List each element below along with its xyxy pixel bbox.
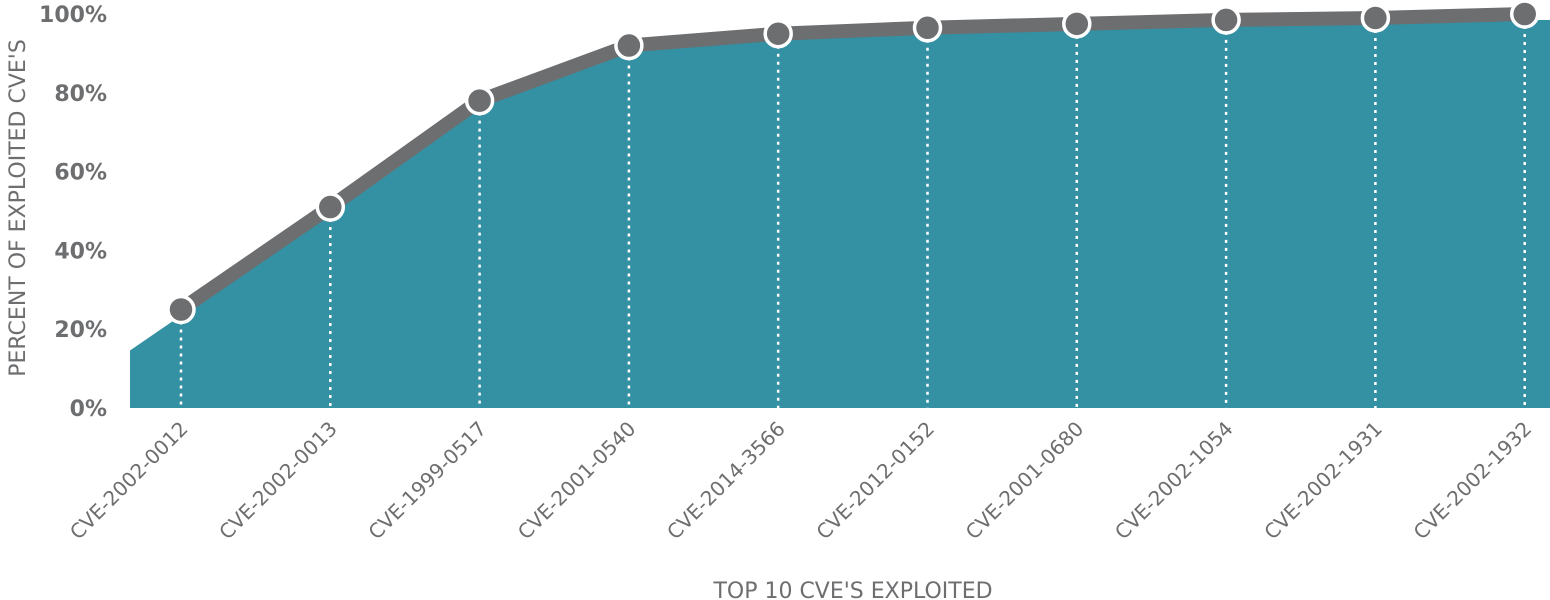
y-tick-label: 60% — [54, 161, 107, 186]
area-layer — [130, 20, 1550, 408]
guide-layer — [179, 26, 1526, 408]
area-fill — [130, 20, 1550, 408]
data-point — [464, 85, 495, 116]
x-tick-label: CVE-2001-0540 — [513, 417, 641, 545]
data-point — [614, 30, 644, 61]
x-axis-ticks: CVE-2002-0012 CVE-2002-0013 CVE-1999-0517 C… — [65, 417, 1536, 545]
x-tick-label: CVE-2012-0152 — [811, 417, 939, 545]
y-axis-ticks: 0% 20% 40% 60% 80% 100% — [39, 3, 107, 422]
data-point — [763, 18, 793, 49]
series-line — [174, 7, 1532, 317]
data-point — [912, 13, 943, 43]
x-tick-label: CVE-2002-1054 — [1110, 417, 1238, 545]
x-tick-label: CVE-2002-0012 — [65, 417, 193, 545]
line-layer — [174, 7, 1532, 317]
y-tick-label: 20% — [54, 318, 107, 343]
data-point — [1211, 5, 1241, 35]
x-tick-label: CVE-1999-0517 — [363, 417, 491, 545]
x-tick-label: CVE-2002-1932 — [1409, 417, 1537, 545]
y-tick-label: 40% — [54, 239, 107, 264]
y-tick-label: 0% — [70, 397, 107, 422]
data-point — [1062, 9, 1092, 39]
y-axis-title: PERCENT OF EXPLOITED CVE'S — [6, 39, 31, 377]
y-tick-label: 80% — [54, 82, 107, 107]
x-tick-label: CVE-2002-0013 — [214, 417, 342, 545]
data-point — [166, 294, 196, 325]
data-point — [1360, 3, 1391, 33]
data-point — [1509, 0, 1540, 29]
x-tick-label: CVE-2002-1931 — [1259, 417, 1387, 545]
x-tick-label: CVE-2014-3566 — [662, 417, 790, 545]
y-tick-label: 100% — [39, 3, 107, 28]
x-tick-label: CVE-2001-0680 — [961, 417, 1089, 545]
data-point — [315, 192, 346, 222]
marker-layer — [166, 0, 1540, 325]
x-axis-title: TOP 10 CVE'S EXPLOITED — [712, 579, 992, 600]
